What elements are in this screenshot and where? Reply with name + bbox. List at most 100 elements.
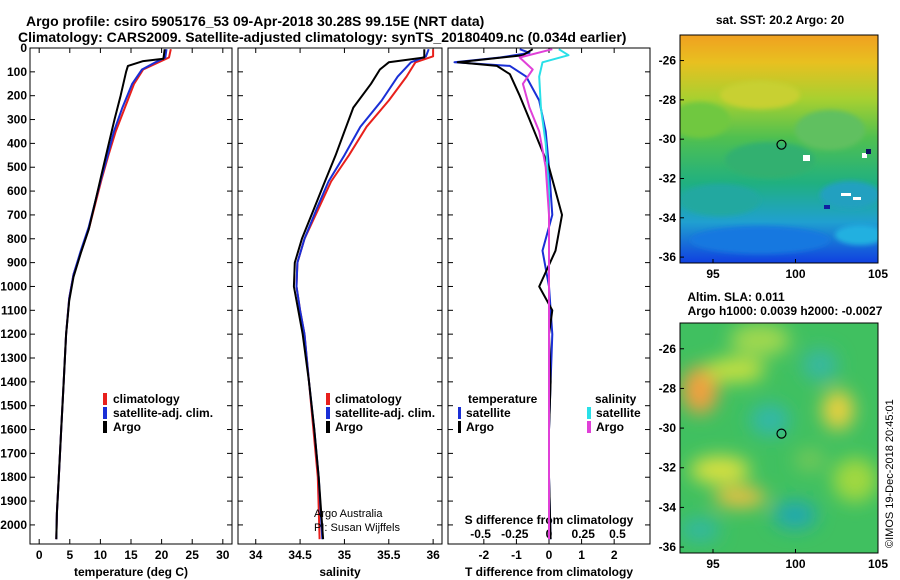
x-tick-label: 15 <box>124 548 138 562</box>
salinity-chart: 34 34.5 35 35.5 36 salinity <box>238 47 442 579</box>
legend-swatch-s-satellite <box>587 407 591 419</box>
map-y-tick-label: -34 <box>659 500 677 514</box>
y-tick-label: 1500 <box>0 399 27 413</box>
x-tick-label: -1 <box>511 548 522 562</box>
map-y-tick-label: -28 <box>659 93 677 107</box>
argo-float-marker <box>776 428 787 439</box>
legend-swatch-t-argo <box>458 421 461 433</box>
x-tick-label: 2 <box>611 548 618 562</box>
series-line-temperature-argo <box>456 48 563 540</box>
y-tick-label: 400 <box>7 136 27 150</box>
map-x-tick-label: 100 <box>785 557 805 571</box>
map-x-tick-label: 95 <box>706 267 720 281</box>
x-tick-label: 0 <box>546 548 553 562</box>
x-axis-label: salinity <box>319 565 361 579</box>
x-tick-label: 30 <box>216 548 230 562</box>
legend-swatch-t-satellite <box>458 407 461 419</box>
y-tick-label: 900 <box>7 256 27 270</box>
sst-map-title: sat. SST: 20.2 Argo: 20 <box>716 13 845 27</box>
x-tick-label: 0 <box>36 548 43 562</box>
legend-swatch-s-argo <box>587 421 591 433</box>
legend-title-salinity: salinity <box>595 392 637 406</box>
map-y-tick-label: -26 <box>659 342 677 356</box>
legend-swatch-argo <box>326 421 330 433</box>
temperature-panel-frame <box>29 47 233 545</box>
series-line-temperature-satellite <box>453 48 554 540</box>
map-x-tick-label: 95 <box>706 557 720 571</box>
legend-label-climatology: climatology <box>113 392 180 406</box>
difference-chart: -2 -1 0 1 2-0.5 -0.25 0 0.25 0.5S difference fro… <box>448 47 650 579</box>
x-tick-label: 34.5 <box>288 548 312 562</box>
sst-map-frame <box>679 34 879 264</box>
x-axis-label: T difference from climatology <box>465 565 633 579</box>
sla-map-frame <box>679 322 879 554</box>
y-tick-label: 1900 <box>0 494 27 508</box>
x-tick-label: 20 <box>155 548 169 562</box>
sla-map-title: Altim. SLA: 0.011 <box>687 290 785 304</box>
legend-label-satellite-adj: satellite-adj. clim. <box>113 406 213 420</box>
map-y-tick-label: -34 <box>659 211 677 225</box>
map-y-tick-label: -30 <box>659 132 677 146</box>
legend-label-t-argo: Argo <box>466 420 494 434</box>
s-diff-tick-label: -0.5 <box>470 527 491 541</box>
sst-map-image <box>680 35 878 263</box>
s-diff-tick-label: -0.25 <box>501 527 529 541</box>
y-tick-label: 100 <box>7 65 27 79</box>
temperature-legend: climatology satellite-adj. clim. Argo <box>103 392 213 434</box>
x-tick-label: -2 <box>479 548 490 562</box>
map-y-tick-label: -30 <box>659 421 677 435</box>
map-y-tick-label: -28 <box>659 381 677 395</box>
y-tick-label: 1700 <box>0 446 27 460</box>
x-tick-label: 34 <box>249 548 263 562</box>
y-tick-label: 0 <box>20 41 27 55</box>
y-tick-label: 700 <box>7 208 27 222</box>
map-y-tick-label: -36 <box>659 540 677 554</box>
map-y-tick-label: -32 <box>659 171 677 185</box>
x-tick-label: 25 <box>186 548 200 562</box>
salinity-legend: climatology satellite-adj. clim. Argo <box>326 392 435 434</box>
salinity-panel-frame <box>237 47 443 545</box>
map-x-tick-label: 105 <box>868 557 888 571</box>
legend-swatch-climatology <box>103 393 107 405</box>
legend-title-temperature: temperature <box>468 392 538 406</box>
series-line-argo <box>292 49 426 540</box>
sla-map-subtitle: Argo h1000: 0.0039 h2000: -0.0027 <box>688 304 883 318</box>
argo-float-marker <box>776 139 787 150</box>
x-tick-label: 35 <box>338 548 352 562</box>
x-tick-label: 10 <box>94 548 108 562</box>
difference-legend: temperature satellite Argo salinity sate… <box>458 392 641 434</box>
y-tick-label: 1600 <box>0 423 27 437</box>
y-tick-label: 300 <box>7 113 27 127</box>
x-tick-label: 36 <box>426 548 440 562</box>
y-tick-label: 200 <box>7 89 27 103</box>
legend-swatch-satellite-adj <box>326 407 330 419</box>
s-diff-tick-label: 0.5 <box>609 527 626 541</box>
x-tick-label: 1 <box>578 548 585 562</box>
credit-org: Argo Australia <box>314 508 383 520</box>
imos-watermark: ©IMOS 19-Dec-2018 20:45:01 <box>884 399 896 548</box>
header-line-1: Argo profile: csiro 5905176_53 09-Apr-20… <box>26 13 484 29</box>
y-tick-label: 1000 <box>0 279 27 293</box>
temperature-chart: 0 5 10 15 20 25 300100200300400500600700800900… <box>0 41 232 579</box>
x-tick-label: 35.5 <box>377 548 401 562</box>
legend-label-s-argo: Argo <box>596 420 624 434</box>
credit-pi: PI: Susan Wijffels <box>314 522 400 534</box>
series-line-salinity-argo <box>518 48 553 540</box>
x-tick-label: 5 <box>66 548 73 562</box>
sst-map-axes: 95 100 105 -26 -28 -30 -32 -34 -36 <box>659 54 889 281</box>
y-tick-label: 500 <box>7 160 27 174</box>
legend-label-argo: Argo <box>113 420 141 434</box>
legend-swatch-satellite-adj <box>103 407 107 419</box>
series-line-satellite-adj-clim- <box>55 49 168 540</box>
map-x-tick-label: 100 <box>785 267 805 281</box>
map-y-tick-label: -26 <box>659 54 677 68</box>
y-tick-label: 1400 <box>0 375 27 389</box>
legend-label-argo: Argo <box>335 420 363 434</box>
sla-map-axes: 95 100 105 -26 -28 -30 -32 -34 -36 <box>659 342 889 571</box>
map-y-tick-label: -36 <box>659 250 677 264</box>
y-tick-label: 1100 <box>1 303 27 317</box>
legend-swatch-argo <box>103 421 107 433</box>
y-tick-label: 1800 <box>0 470 27 484</box>
y-tick-label: 1300 <box>0 351 27 365</box>
